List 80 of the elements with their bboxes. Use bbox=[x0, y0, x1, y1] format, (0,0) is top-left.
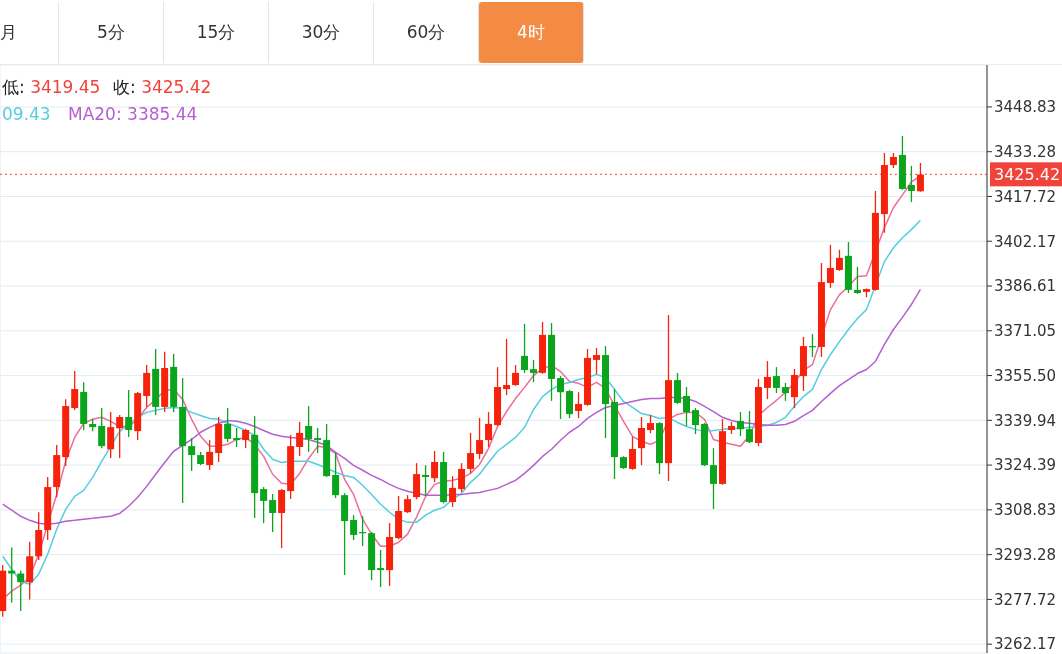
candlestick bbox=[116, 414, 124, 459]
y-tick-label: 3371.05 bbox=[994, 322, 1057, 341]
y-tick-label: 3293.28 bbox=[994, 545, 1057, 564]
candlestick bbox=[296, 421, 304, 457]
annotation: MA20: 3385.44 bbox=[68, 104, 198, 124]
candlestick bbox=[413, 462, 421, 500]
candlestick bbox=[593, 347, 601, 375]
y-tick-label: 3402.17 bbox=[994, 232, 1057, 251]
candlestick bbox=[485, 411, 493, 448]
candlestick bbox=[242, 428, 250, 449]
candlestick bbox=[835, 249, 843, 272]
candlestick bbox=[557, 375, 565, 420]
text: 30分 bbox=[269, 2, 374, 63]
line-series bbox=[1, 288, 922, 526]
text: 4时 bbox=[479, 2, 584, 63]
candlestick bbox=[278, 488, 286, 549]
candlestick bbox=[107, 411, 115, 459]
y-tick-label: 3448.83 bbox=[994, 98, 1057, 117]
candlestick bbox=[233, 427, 241, 448]
annotation: 09.43 bbox=[2, 104, 51, 124]
candlestick bbox=[629, 436, 637, 471]
candlestick bbox=[206, 439, 214, 471]
y-tick-label: 3324.39 bbox=[994, 456, 1057, 475]
candlestick bbox=[8, 546, 16, 604]
candlestick bbox=[314, 427, 322, 454]
candlestick bbox=[350, 514, 358, 541]
candlestick bbox=[305, 405, 313, 453]
candlestick bbox=[71, 370, 79, 411]
text: 月 bbox=[0, 2, 59, 63]
candlestick bbox=[853, 266, 861, 295]
candlestick bbox=[647, 414, 654, 434]
y-tick-label: 3355.50 bbox=[994, 366, 1057, 385]
text: 60分 bbox=[374, 2, 479, 63]
candlestick bbox=[530, 359, 538, 383]
y-tick-label: 3417.72 bbox=[994, 187, 1057, 206]
candlestick bbox=[745, 410, 753, 444]
candlestick bbox=[188, 437, 196, 472]
annotation: 收: 3425.42 bbox=[113, 77, 212, 97]
candlestick bbox=[377, 549, 385, 588]
candlestick bbox=[98, 407, 106, 449]
candlestick bbox=[575, 391, 583, 419]
text: 5分 bbox=[59, 2, 164, 63]
candlestick bbox=[260, 486, 268, 524]
y-tick-label: 3308.83 bbox=[994, 501, 1057, 520]
candlestick bbox=[17, 570, 25, 612]
candlestick bbox=[790, 368, 798, 409]
candlestick bbox=[332, 452, 340, 499]
text: 15分 bbox=[164, 2, 269, 63]
candlestick bbox=[224, 407, 232, 443]
candlestick bbox=[907, 165, 915, 203]
y-tick-label: 3433.28 bbox=[994, 143, 1057, 162]
candlestick bbox=[422, 464, 430, 497]
candlestick bbox=[125, 389, 133, 438]
y-tick-label: 3262.17 bbox=[994, 635, 1057, 654]
candlestick bbox=[503, 338, 511, 396]
candlestick bbox=[736, 411, 744, 437]
y-tick-label: 3277.72 bbox=[994, 590, 1057, 609]
candlestick bbox=[449, 475, 457, 508]
candlestick bbox=[566, 389, 574, 419]
candlestick bbox=[691, 407, 699, 435]
candlestick bbox=[826, 244, 834, 289]
candlestick bbox=[772, 366, 780, 394]
candlestick bbox=[638, 416, 646, 466]
candlestick bbox=[476, 417, 484, 460]
candlestick bbox=[143, 364, 151, 408]
annotation: 低: 3419.45 bbox=[2, 77, 101, 97]
candlestick bbox=[431, 450, 439, 483]
candlestick bbox=[467, 432, 475, 474]
candlestick bbox=[458, 462, 466, 493]
candlestick bbox=[709, 447, 717, 510]
candlestick bbox=[763, 360, 771, 400]
ref-line-label: 3425.42 bbox=[994, 165, 1061, 185]
candlestick bbox=[512, 364, 520, 387]
candlestick bbox=[674, 372, 681, 405]
y-tick-label: 3386.61 bbox=[994, 277, 1057, 296]
candlestick bbox=[521, 323, 529, 374]
y-tick-label: 3339.94 bbox=[994, 411, 1057, 430]
candlestick bbox=[269, 493, 277, 533]
candlestick bbox=[682, 386, 690, 427]
candlestick bbox=[916, 162, 924, 193]
